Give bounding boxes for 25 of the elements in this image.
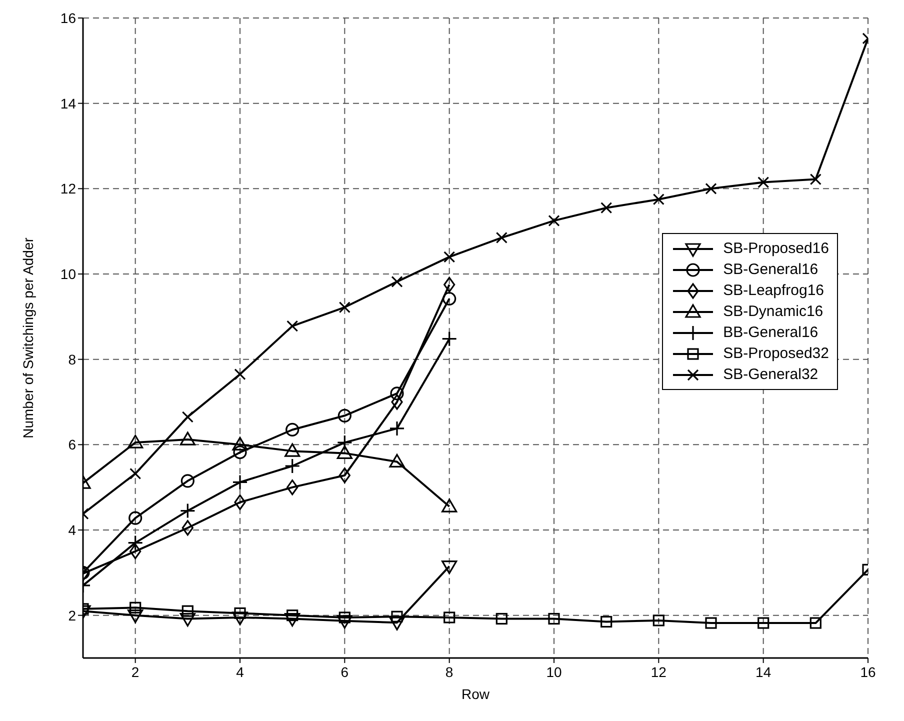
x-axis-title: Row	[461, 686, 490, 702]
y-tick-label: 14	[60, 95, 76, 112]
y-tick-label: 2	[68, 607, 76, 624]
x-tick-label: 16	[860, 664, 876, 680]
y-axis-title: Number of Switchings per Adder	[20, 237, 36, 438]
x-tick-label: 4	[236, 664, 244, 680]
y-tick-label: 4	[68, 522, 76, 538]
x-tick-label: 6	[340, 664, 349, 680]
x-tick-label: 12	[650, 664, 667, 680]
legend-label: SB-Proposed16	[723, 240, 829, 257]
x-tick-label: 8	[445, 664, 454, 680]
y-tick-label: 16	[60, 10, 76, 26]
y-tick-label: 10	[60, 266, 76, 282]
x-tick-label: 2	[131, 664, 140, 680]
y-tick-label: 12	[60, 180, 76, 197]
legend-label: SB-Leapfrog16	[723, 282, 824, 299]
legend-label: SB-General32	[723, 366, 818, 383]
y-tick-label: 8	[68, 351, 76, 368]
x-tick-label: 14	[756, 664, 772, 680]
y-tick-label: 6	[68, 436, 76, 453]
legend-label: SB-General16	[723, 261, 818, 278]
legend-label: BB-General16	[723, 324, 818, 341]
x-tick-label: 10	[546, 664, 562, 680]
legend-label: SB-Proposed32	[723, 345, 829, 362]
legend-label: SB-Dynamic16	[723, 303, 824, 320]
